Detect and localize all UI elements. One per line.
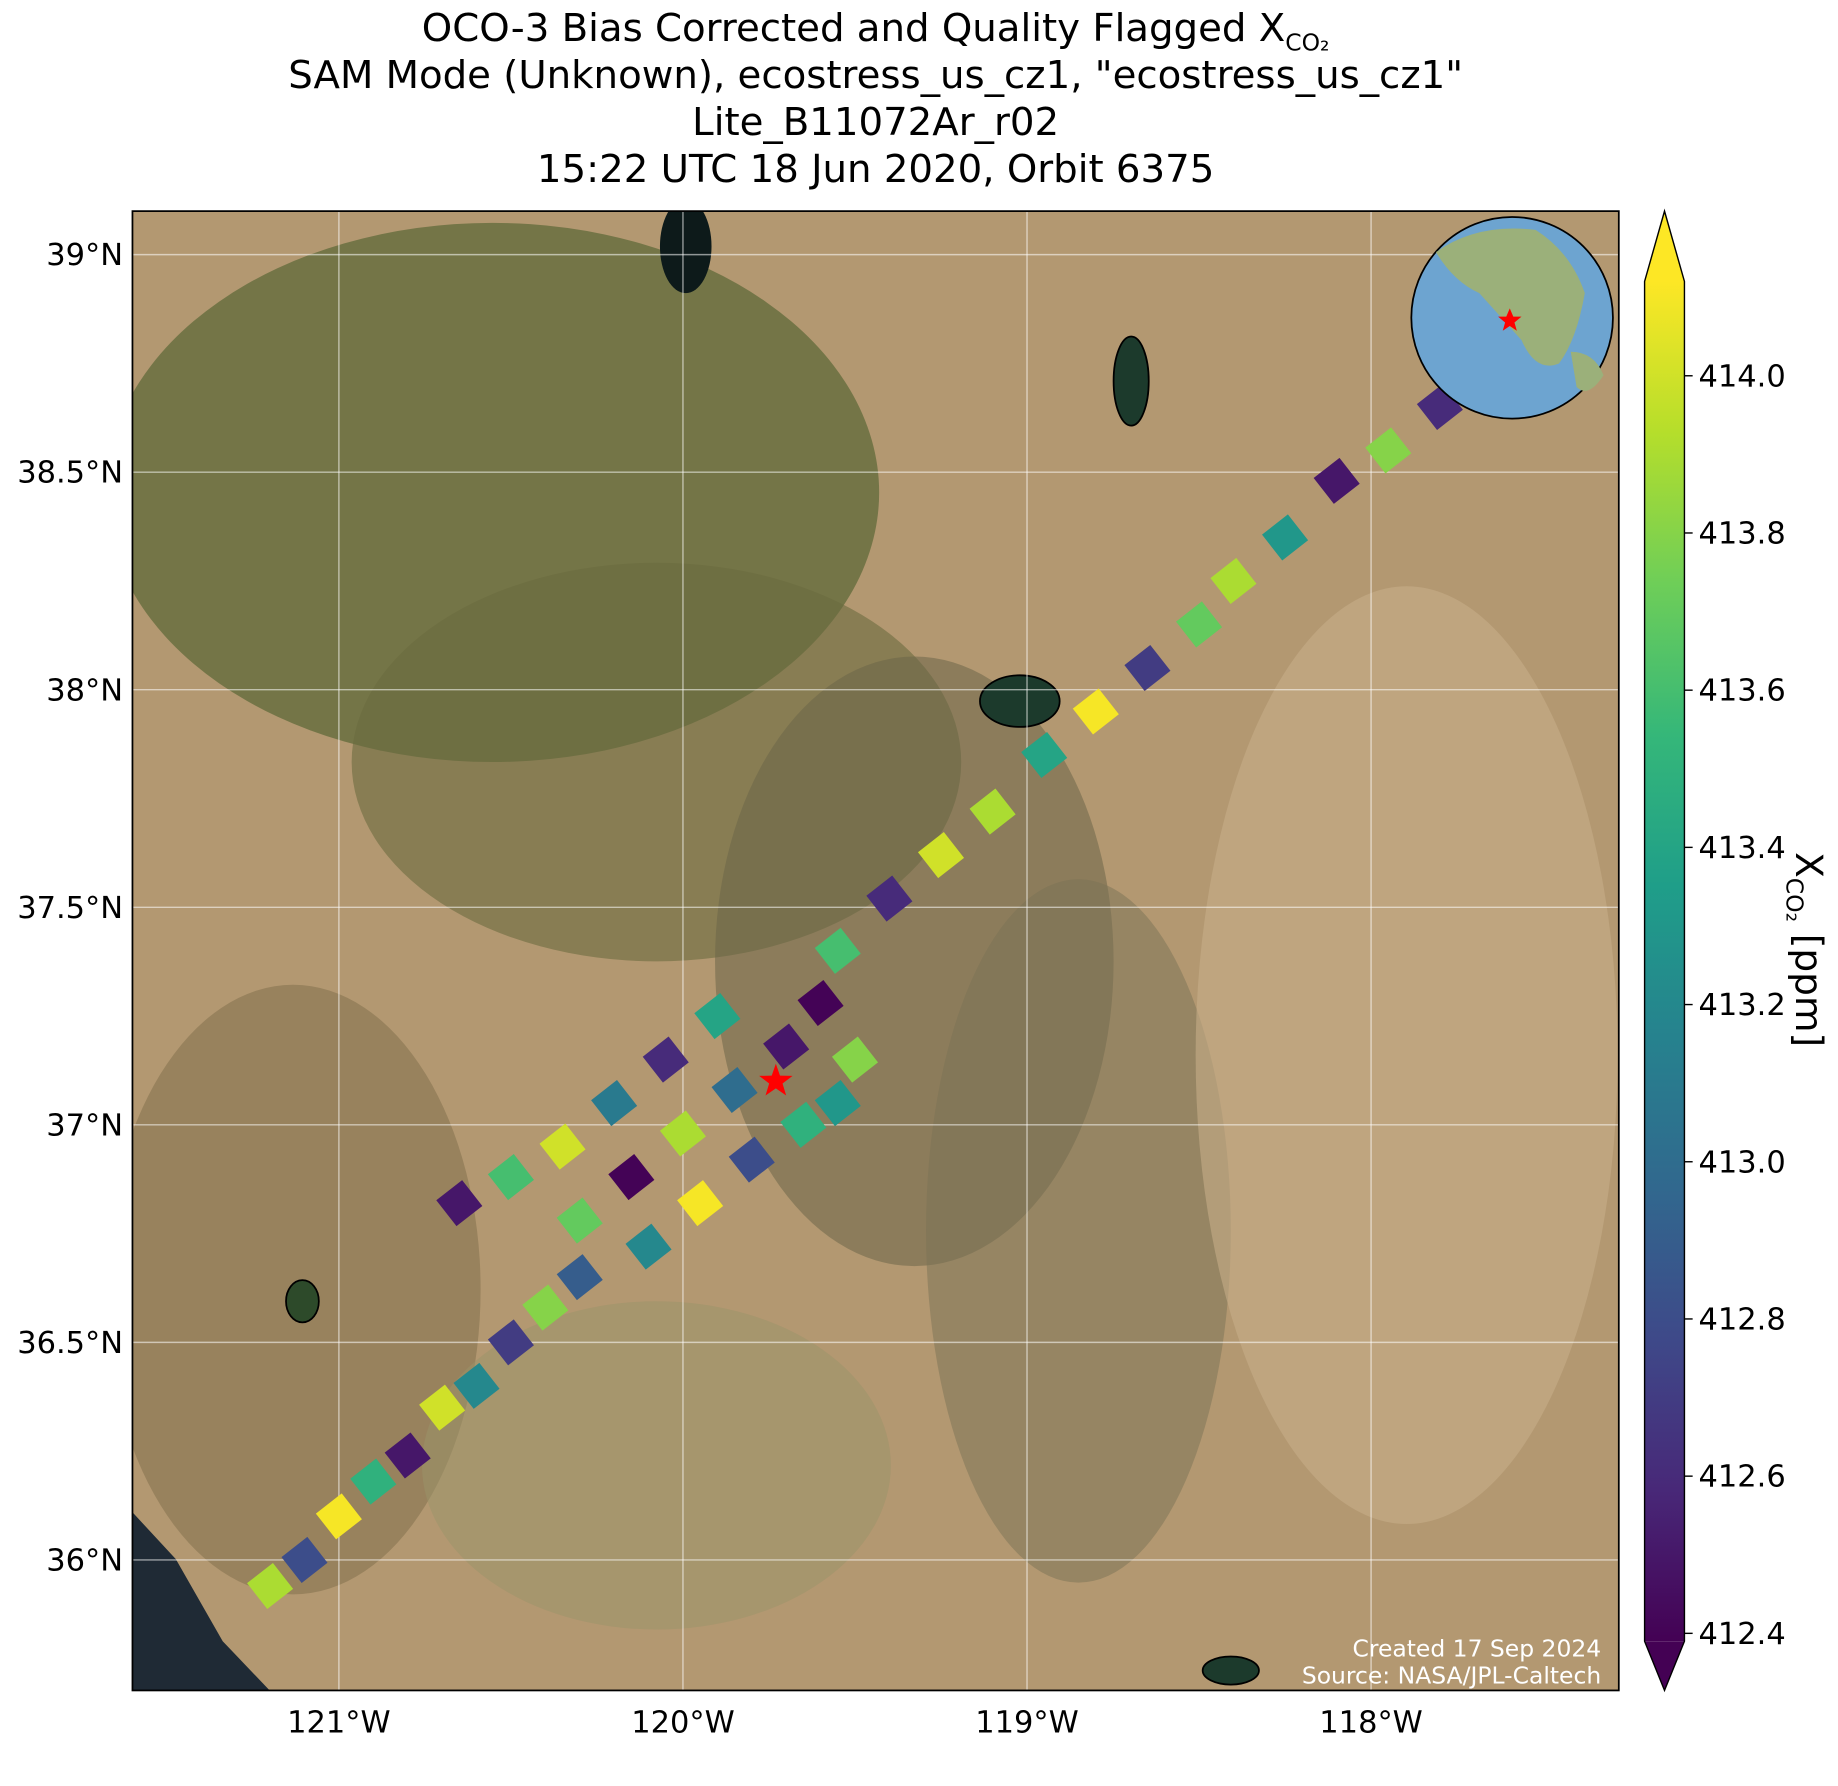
colorbar-tick-label: 413.0 [1699,1145,1786,1180]
sounding [1262,514,1309,561]
sounding [814,1080,861,1127]
sounding [780,1101,827,1148]
sounding [247,1562,294,1610]
x-tick-label: 120°W [631,1706,735,1741]
y-tick-label: 39°N [46,238,123,273]
colorbar-tick-label: 412.4 [1699,1617,1786,1652]
sounding [814,927,861,974]
y-tick-label: 37.5°N [17,891,123,926]
title-line: SAM Mode (Unknown), ecostress_us_cz1, "e… [288,53,1463,98]
credit-text: Source: NASA/JPL-Caltech [1302,1661,1601,1689]
sounding [1210,557,1257,604]
sounding [315,1493,362,1540]
y-tick-label: 38°N [46,673,123,708]
sounding [419,1384,466,1431]
sounding [436,1180,483,1227]
chart-title: 15:22 UTC 18 Jun 2020, Orbit 6375 [537,147,1214,192]
colorbar-body [1644,281,1685,1642]
sounding [384,1432,431,1479]
chart-title: OCO-3 Bias Corrected and Quality Flagged… [422,6,1330,56]
y-tick-label: 36°N [46,1543,123,1578]
sounding [866,875,913,922]
sounding [831,1036,879,1083]
colorbar-tick-label: 413.8 [1699,517,1786,552]
x-tick-label: 118°W [1319,1706,1423,1741]
colorbar-tick-label: 412.8 [1699,1303,1786,1338]
sounding [453,1362,500,1409]
sounding [728,1136,775,1183]
sounding [917,832,965,879]
grid [132,211,1619,1691]
y-tick-label: 37°N [46,1108,123,1143]
title-line: Lite_B11072Ar_r02 [692,100,1059,145]
colorbar-outline [1643,208,1686,1693]
sounding [711,1066,758,1114]
chart-title: Lite_B11072Ar_r02 [692,100,1059,145]
inset-globe [1410,216,1614,420]
sounding [763,1023,810,1070]
colorbar-label-main: X [1787,852,1831,878]
sounding [659,1110,706,1157]
title-line: OCO-3 Bias Corrected and Quality Flagged… [422,6,1285,51]
sounding [1021,731,1068,779]
basemap [132,211,1619,1691]
sounding [1176,601,1223,648]
sounding [1072,688,1119,735]
colorbar-tick-label: 412.6 [1699,1460,1786,1495]
sounding [487,1319,534,1366]
target-marker [759,1063,793,1096]
colorbar-label: XCO₂ [ppm] [1780,852,1830,1047]
sounding [677,1180,724,1227]
sounding [350,1458,397,1505]
sounding [591,1080,638,1127]
sounding [694,993,741,1040]
colorbar-tick-label: 413.2 [1699,988,1786,1023]
sounding [1124,644,1171,692]
sounding [642,1036,689,1083]
sounding [556,1197,603,1244]
colorbar-tick-label: 414.0 [1699,359,1786,394]
map-frame [131,210,1620,1692]
title-subscript: CO₂ [1285,29,1329,57]
sounding [969,788,1016,835]
colorbar: 412.4 412.6 412.8 413.0 413.2 413.4 413.6 413.8… [1643,208,1831,1693]
colorbar-extend-top [1644,211,1685,282]
sounding [556,1254,603,1301]
sounding [625,1223,672,1270]
colorbar-label-sub: CO₂ [1780,878,1808,922]
chart-title: SAM Mode (Unknown), ecostress_us_cz1, "e… [288,53,1463,98]
colorbar-tick-label: 413.6 [1699,674,1786,709]
sounding [797,979,844,1027]
x-tick-label: 119°W [975,1706,1079,1741]
sounding [539,1123,586,1170]
colorbar-label-unit: [ppm] [1787,934,1831,1047]
sounding [1365,427,1412,474]
sounding [487,1153,534,1201]
sounding [281,1536,328,1583]
colorbar-tick-label: 413.4 [1699,831,1786,866]
sounding [1313,457,1360,504]
sounding [608,1153,655,1201]
y-tick-label: 36.5°N [17,1326,123,1361]
x-tick-label: 121°W [287,1706,391,1741]
title-line: 15:22 UTC 18 Jun 2020, Orbit 6375 [537,147,1214,192]
colorbar-extend-bottom [1644,1641,1685,1691]
credit-text: Created 17 Sep 2024 [1352,1634,1601,1662]
sounding [522,1284,569,1331]
y-tick-label: 38.5°N [17,456,123,491]
swath [247,383,1463,1610]
